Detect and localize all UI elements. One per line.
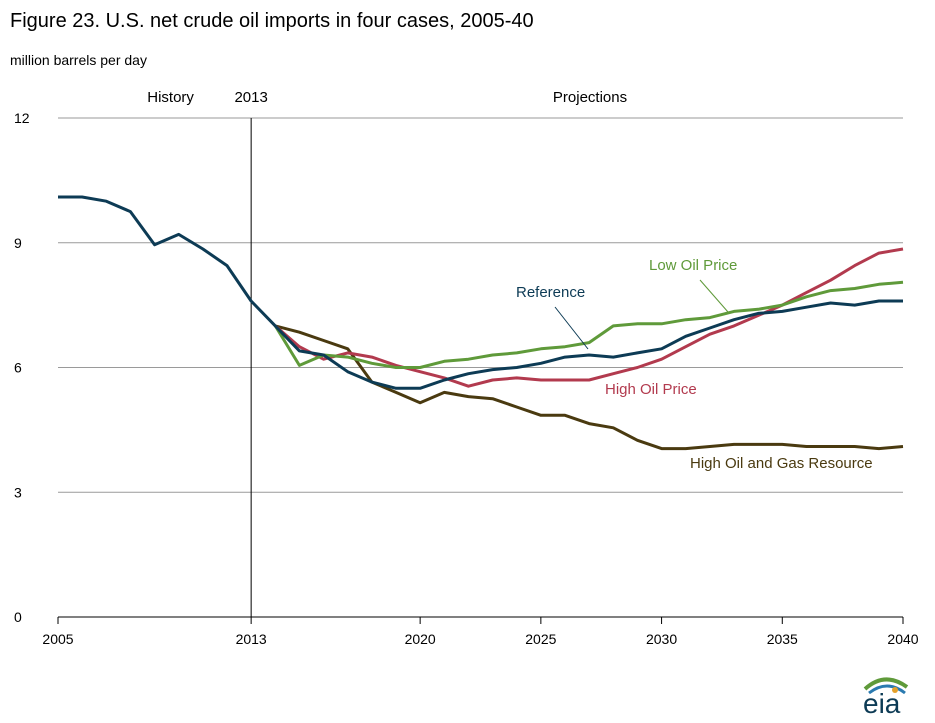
x-tick-label: 2013 [236, 631, 267, 647]
x-tick-label: 2040 [887, 631, 918, 647]
x-tick-label: 2035 [767, 631, 798, 647]
x-tick-label: 2025 [525, 631, 556, 647]
leader-line-reference [554, 306, 589, 350]
series-label-reference: Reference [516, 284, 585, 301]
logo-dot [892, 687, 898, 693]
series-labels: Low Oil Price Reference High Oil Price High… [516, 257, 873, 472]
series-label-high-oil-and-gas-resource: High Oil and Gas Resource [690, 455, 873, 472]
divider-year-label: 2013 [234, 89, 267, 106]
history-label: History [147, 89, 194, 106]
gridlines [58, 117, 903, 493]
logo-text: eia [863, 688, 901, 717]
axes [57, 616, 904, 624]
logo-arc-green [863, 677, 909, 691]
logo-arc-blue [868, 684, 906, 695]
series-label-high-oil-price: High Oil Price [605, 381, 697, 398]
x-tick-label: 2030 [646, 631, 677, 647]
series-lines [58, 195, 904, 451]
series-label-low-oil-price: Low Oil Price [649, 257, 737, 274]
y-tick-label: 0 [14, 609, 22, 625]
x-tick-label: 2005 [42, 631, 73, 647]
leader-line-low-oil-price [699, 279, 729, 313]
series-line-reference [58, 195, 903, 390]
series-line-high-oil-and-gas-resource [274, 324, 904, 451]
series-line-low-oil-price [274, 280, 904, 369]
y-axis-units: million barrels per day [10, 52, 147, 68]
projections-label: Projections [553, 89, 627, 106]
y-tick-label: 12 [14, 110, 30, 126]
tick-labels: 0 3 6 9 12 2005 2013 2020 2025 2030 2035 2040 [14, 110, 919, 647]
chart-title: Figure 23. U.S. net crude oil imports in… [10, 10, 534, 32]
x-tick-label: 2020 [405, 631, 436, 647]
y-tick-label: 6 [14, 360, 22, 376]
y-tick-label: 9 [14, 235, 22, 251]
y-tick-label: 3 [14, 484, 22, 500]
series-line-high-oil-price [274, 247, 904, 388]
eia-logo: eia [855, 673, 915, 719]
